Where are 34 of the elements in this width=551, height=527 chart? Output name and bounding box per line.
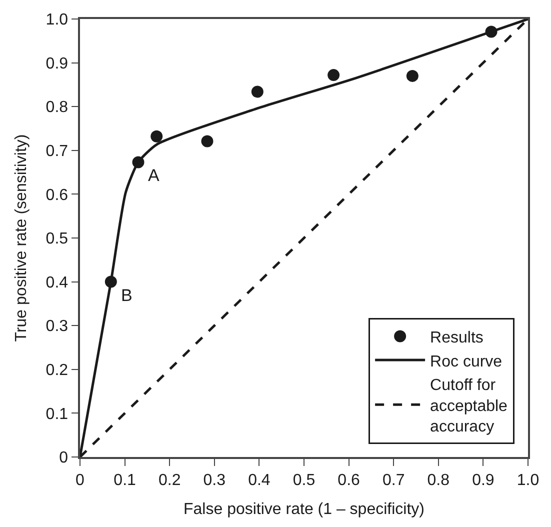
x-tick-label: 0.3 <box>203 472 226 489</box>
legend-label: Results <box>430 330 484 346</box>
point <box>328 69 340 82</box>
x-tick-label: 0.5 <box>292 472 316 489</box>
y-tick-label: 0.5 <box>46 230 68 248</box>
x-tick-label: 1.0 <box>516 472 540 489</box>
y-tick-label: 0.1 <box>46 406 68 423</box>
y-tick-label: 0.4 <box>46 274 68 292</box>
annotation: B <box>121 286 132 305</box>
y-tick-label: 0.3 <box>46 318 68 336</box>
point <box>201 135 214 148</box>
x-tick-label: 0 <box>76 472 85 489</box>
legend-label: Cutoff for acceptable accuracy <box>430 377 508 436</box>
x-tick-label: 0.8 <box>427 472 450 489</box>
annotation: A <box>148 166 160 185</box>
y-tick-label: 0 <box>59 450 68 467</box>
x-tick-label: 0.4 <box>248 472 270 489</box>
y-tick-label: 0.8 <box>46 99 68 116</box>
x-tick-label: 0.1 <box>114 472 136 489</box>
y-tick-label: 0.2 <box>46 362 68 379</box>
y-tick-label: 0.6 <box>46 186 68 204</box>
x-tick-label: 0.7 <box>382 472 405 489</box>
point <box>150 130 163 142</box>
point <box>251 86 264 98</box>
y-tick-label: 0.7 <box>46 143 68 160</box>
x-tick-label: 0.6 <box>338 472 360 489</box>
x-axis-title: False positive rate (1 – specificity) <box>184 501 424 518</box>
legend-label: Roc curve <box>430 353 502 370</box>
x-tick-label: 0.2 <box>158 472 181 489</box>
y-axis-title: True positive rate (sensitivity) <box>13 134 30 342</box>
point <box>406 70 418 82</box>
y-tick-label: 1.0 <box>46 12 68 29</box>
x-tick-label: 0.9 <box>472 472 494 489</box>
y-tick-label: 0.9 <box>46 55 68 72</box>
